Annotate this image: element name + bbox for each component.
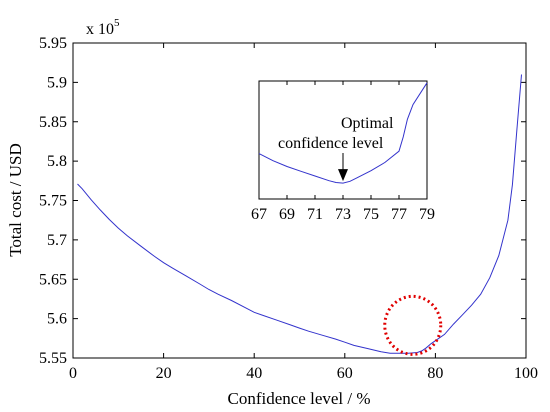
y-tick-label: 5.95: [39, 35, 67, 52]
inset-ticks: [258, 81, 428, 199]
y-tick-label: 5.55: [39, 350, 67, 367]
inset-x-tick-label: 75: [363, 206, 379, 223]
x-tick-label: 0: [69, 365, 77, 382]
exponent-label: x 105: [86, 17, 120, 38]
y-tick-label: 5.85: [39, 114, 67, 131]
y-tick-label: 5.65: [39, 271, 67, 288]
exponent-power: 5: [114, 17, 120, 29]
inset-x-tick-label: 73: [335, 206, 351, 223]
inset-x-tick-label: 79: [419, 206, 435, 223]
x-tick-label: 100: [514, 365, 538, 382]
inset-series-line: [258, 82, 428, 184]
y-tick-label: 5.7: [47, 232, 67, 249]
x-axis-label: Confidence level / %: [227, 389, 370, 408]
x-tick-label: 60: [337, 365, 353, 382]
optimal-arrow-head: [338, 169, 348, 182]
main-series-line: [77, 74, 522, 354]
highlight-circle: [383, 294, 443, 356]
annotation-line2: confidence level: [278, 135, 384, 152]
annotation-line1: Optimal: [341, 115, 394, 132]
main-tick-labels: 0 20 40 60 80 100 5.55 5.6 5.65 5.7 5.75 5.8 5.85 5.9…: [39, 35, 538, 382]
x-tick-label: 40: [246, 365, 262, 382]
inset-x-tick-label: 71: [307, 206, 323, 223]
inset-x-tick-label: 67: [251, 206, 267, 223]
inset-x-tick-label: 77: [391, 206, 407, 223]
y-axis-label: Total cost / USD: [6, 143, 25, 257]
x-tick-label: 20: [156, 365, 172, 382]
x-tick-label: 80: [427, 365, 443, 382]
y-tick-label: 5.8: [47, 153, 67, 170]
inset-tick-labels: 67 69 71 73 75 77 79: [251, 206, 435, 223]
y-tick-label: 5.75: [39, 193, 67, 210]
inset-x-tick-label: 69: [279, 206, 295, 223]
y-tick-label: 5.6: [47, 311, 67, 328]
main-ticks: [72, 42, 527, 359]
y-tick-label: 5.9: [47, 74, 67, 91]
